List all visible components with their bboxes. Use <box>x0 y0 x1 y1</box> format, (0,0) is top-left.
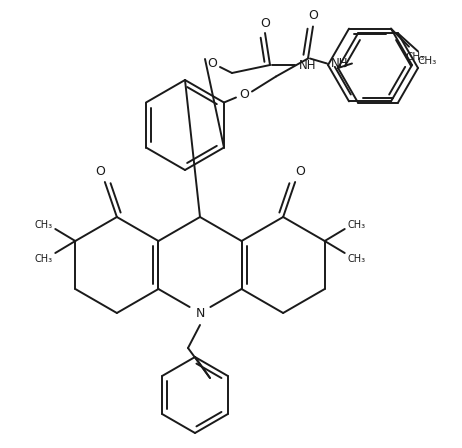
Text: O: O <box>207 56 217 69</box>
Text: O: O <box>239 88 249 101</box>
Text: CH₃: CH₃ <box>347 254 366 264</box>
Text: O: O <box>260 17 270 30</box>
Text: CH₃: CH₃ <box>34 254 52 264</box>
Text: NH: NH <box>331 57 349 70</box>
Text: N: N <box>195 306 205 319</box>
Text: CH₃: CH₃ <box>417 56 437 66</box>
Text: O: O <box>308 9 318 22</box>
Text: CH₃: CH₃ <box>347 220 366 230</box>
Text: CH₃: CH₃ <box>34 220 52 230</box>
Text: O: O <box>95 164 105 177</box>
Text: CH₃: CH₃ <box>405 52 425 62</box>
Text: NH: NH <box>299 59 317 72</box>
Text: O: O <box>295 164 305 177</box>
